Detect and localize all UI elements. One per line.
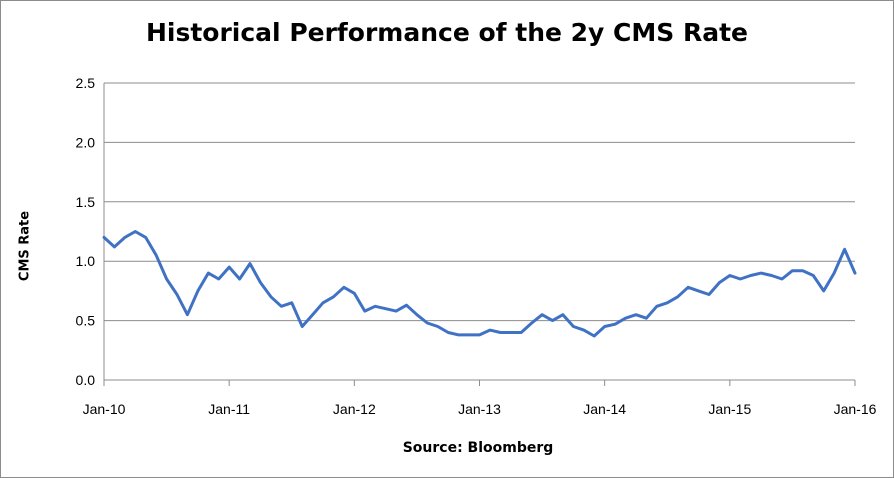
x-axis-label: Source: Bloomberg (402, 440, 554, 456)
x-tick-label: Jan-12 (333, 401, 376, 417)
series-layer (102, 230, 857, 338)
x-tick-label: Jan-16 (834, 401, 877, 417)
series-line (102, 230, 857, 338)
y-tick-label: 1.0 (76, 253, 96, 269)
y-tick-label: 0.0 (76, 372, 96, 388)
y-tick-label: 2.0 (76, 134, 96, 150)
y-tick-label: 1.5 (76, 194, 96, 210)
y-tick-label: 2.5 (76, 75, 96, 91)
y-tick-label: 0.5 (76, 313, 96, 329)
x-tick-label: Jan-14 (583, 401, 626, 417)
gridlines (104, 82, 855, 322)
tick-labels: 0.0 0.5 1.0 1.5 2.0 2.5 Jan-10 Jan-11 Jan-12 Jan-… (76, 75, 877, 417)
x-tick-label: Jan-13 (458, 401, 501, 417)
x-tick-label: Jan-15 (708, 401, 751, 417)
axes (103, 83, 856, 386)
chart-title: Historical Performance of the 2y CMS Rat… (145, 18, 749, 47)
x-tick-label: Jan-11 (208, 401, 250, 417)
x-tick-label: Jan-10 (83, 401, 126, 417)
